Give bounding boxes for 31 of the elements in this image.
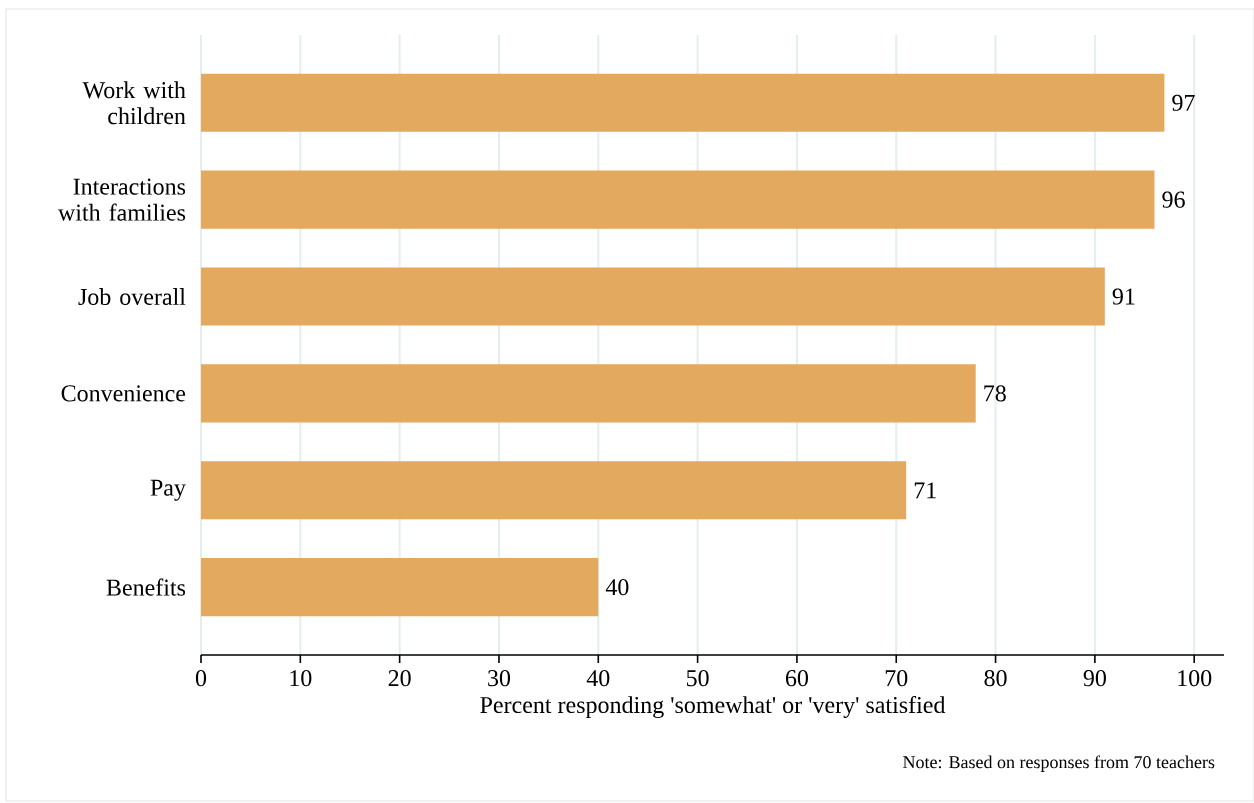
x-axis-title: Percent responding 'somewhat' or 'very' satisfied	[480, 695, 946, 719]
y-tick-label: Pay	[150, 479, 186, 501]
y-tick-label: Job overall	[78, 288, 186, 305]
bar	[201, 170, 1155, 229]
x-tick-label: 10	[290, 670, 312, 687]
x-tick-label: 100	[1178, 670, 1212, 687]
bar	[201, 73, 1165, 132]
text: Note: Based on responses from 70 teachers	[903, 755, 1215, 772]
x-tick-label: 40	[586, 670, 610, 687]
x-tick-label: 80	[984, 670, 1007, 687]
data-label: 96	[1162, 191, 1185, 208]
x-tick-label: 20	[388, 670, 411, 687]
data-label: 78	[984, 385, 1006, 402]
bar	[201, 267, 1105, 326]
x-tick-label: 90	[1083, 670, 1106, 687]
data-label: 91	[1112, 288, 1135, 305]
bar	[201, 461, 907, 520]
data-label: 71	[914, 482, 936, 499]
x-tick-label: 70	[885, 670, 908, 687]
bar	[201, 364, 976, 423]
data-label: 97	[1172, 94, 1195, 111]
bar	[201, 558, 599, 617]
data-label: 40	[605, 579, 629, 596]
x-tick-label: 30	[488, 670, 511, 687]
y-tick-label: Benefits	[106, 578, 186, 596]
x-tick-label: 60	[785, 670, 808, 687]
y-tick-label: Convenience	[61, 385, 186, 402]
y-tick-label: Interactions with families	[58, 178, 186, 221]
x-tick-label: 50	[686, 670, 709, 687]
y-tick-label: Work with children	[82, 81, 186, 125]
x-tick-label: 0	[195, 670, 207, 687]
